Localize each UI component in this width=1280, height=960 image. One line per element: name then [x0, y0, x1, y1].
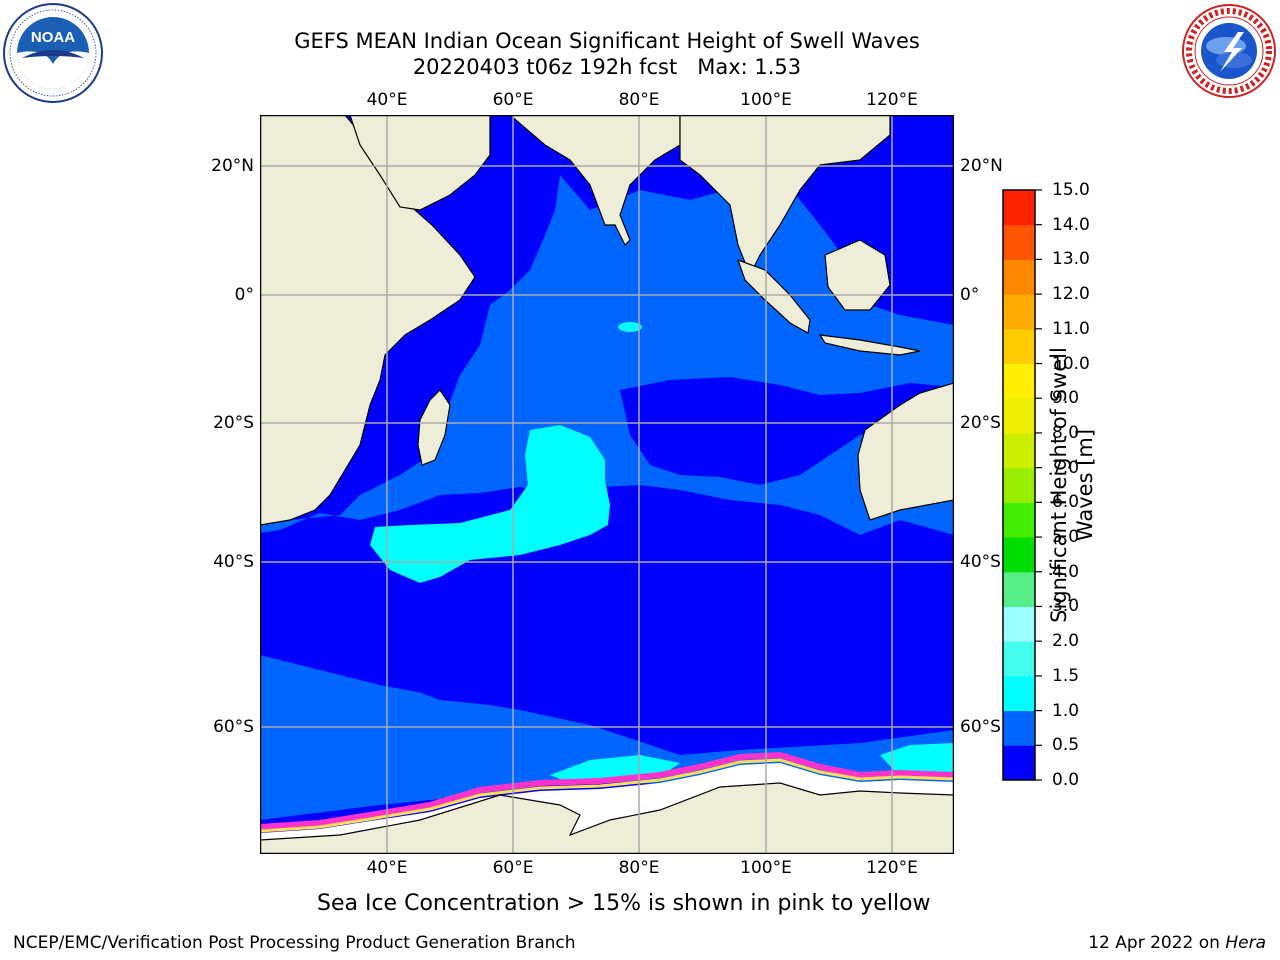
- colorbar-tick-label: 0.0: [1052, 770, 1080, 790]
- colorbar-tick-label: 5.0: [1052, 527, 1080, 548]
- map-frame: [260, 115, 954, 854]
- colorbar-tick-label: 14.0: [1052, 214, 1090, 235]
- colorbar-tick-label: 13.0: [1052, 249, 1090, 270]
- java-land: [818, 334, 921, 356]
- footer-left: NCEP/EMC/Verification Post Processing Pr…: [13, 933, 576, 953]
- colorbar-tick-label: 15.0: [1052, 180, 1090, 200]
- india-land: [509, 115, 681, 247]
- lon-tick-top: 80°E: [618, 90, 660, 110]
- lat-tick-right: 20°S: [960, 413, 1001, 433]
- sea-ice-edge: [260, 751, 954, 830]
- lon-tick-top: 120°E: [866, 90, 918, 110]
- lon-tick-top: 100°E: [740, 90, 792, 110]
- colorbar-tick-label: 6.0: [1052, 492, 1080, 513]
- colorbar: [1002, 189, 1042, 781]
- colorbar-tick-label: 9.0: [1052, 388, 1080, 409]
- footer-right: 12 Apr 2022 on Hera: [1088, 933, 1266, 953]
- graticule: [260, 115, 954, 854]
- arabia-land: [349, 115, 491, 211]
- noaa-logo-text: NOAA: [31, 29, 75, 46]
- lon-tick-bottom: 80°E: [618, 858, 660, 878]
- lat-tick-right: 40°S: [960, 552, 1001, 572]
- lon-tick-bottom: 60°E: [492, 858, 534, 878]
- colorbar-swatch: [1003, 675, 1035, 712]
- lon-tick-bottom: 120°E: [866, 858, 918, 878]
- colorbar-tick-label: 10.0: [1052, 353, 1090, 374]
- chart-subtitle: 20220403 t06z 192h fcst Max: 1.53: [412, 55, 802, 79]
- lat-tick-left: 60°S: [213, 717, 254, 737]
- colorbar-swatch: [1003, 363, 1035, 399]
- lat-tick-right: 20°N: [960, 156, 1003, 176]
- madagascar-land: [417, 389, 451, 466]
- colorbar-tick-label: 0.5: [1052, 735, 1080, 756]
- colorbar-tick-label: 8.0: [1052, 422, 1080, 443]
- map-panel: [260, 115, 954, 854]
- colorbar-swatch: [1003, 224, 1035, 260]
- colorbar-swatch: [1003, 432, 1035, 469]
- colorbar-tick-label: 3.0: [1052, 596, 1080, 617]
- lon-tick-top: 40°E: [366, 90, 408, 110]
- colorbar-swatch: [1003, 537, 1035, 573]
- australia-land: [857, 382, 954, 521]
- lon-tick-bottom: 40°E: [366, 858, 408, 878]
- lat-tick-left: 40°S: [213, 552, 254, 572]
- lat-tick-left: 20°S: [213, 413, 254, 433]
- southeast-asia-land: [679, 115, 891, 277]
- antarctica-land: [260, 782, 954, 854]
- swell-band-low-north: [620, 377, 954, 485]
- sea-ice-caption: Sea Ice Concentration > 15% is shown in …: [317, 891, 931, 916]
- colorbar-tick-label: 2.0: [1052, 631, 1080, 652]
- noaa-logo-icon: NOAA: [3, 3, 103, 103]
- nws-logo-icon: [1182, 4, 1276, 98]
- colorbar-swatch: [1003, 641, 1035, 677]
- swell-patch-high: [618, 322, 642, 332]
- colorbar-tick-label: 7.0: [1052, 457, 1080, 478]
- colorbar-swatch: [1003, 190, 1035, 226]
- footer-host: Hera: [1225, 933, 1266, 953]
- swell-band-low-south: [260, 585, 954, 750]
- lon-tick-top: 60°E: [492, 90, 534, 110]
- colorbar-label: Significant Height of Swell Waves [m]: [1047, 347, 1097, 623]
- colorbar-swatch: [1003, 398, 1035, 434]
- lon-tick-bottom: 100°E: [740, 858, 792, 878]
- swell-band-high: [370, 425, 610, 583]
- colorbar-swatch: [1003, 259, 1035, 295]
- colorbar-swatch: [1003, 745, 1035, 781]
- chart-title: GEFS MEAN Indian Ocean Significant Heigh…: [294, 29, 920, 53]
- footer-date: 12 Apr 2022 on: [1088, 933, 1226, 953]
- colorbar-swatch: [1003, 294, 1035, 330]
- colorbar-tick-label: 1.0: [1052, 700, 1080, 721]
- colorbar-swatch: [1003, 710, 1035, 746]
- lat-tick-right: 0°: [960, 285, 980, 305]
- colorbar-tick-label: 11.0: [1052, 318, 1090, 339]
- lat-tick-left: 0°: [234, 285, 254, 305]
- sumatra-land: [737, 258, 811, 334]
- sea-ice-edge-yellow: [260, 758, 954, 833]
- colorbar-swatch: [1003, 571, 1035, 607]
- colorbar-swatch: [1003, 328, 1035, 365]
- colorbar-tick-label: 12.0: [1052, 284, 1090, 305]
- colorbar-swatch: [1003, 502, 1035, 538]
- colorbar-swatch: [1003, 606, 1035, 642]
- colorbar-tick-label: 1.5: [1052, 665, 1080, 686]
- colorbar-tick-label: 4.0: [1052, 561, 1080, 582]
- borneo-land: [824, 239, 891, 311]
- lat-tick-right: 60°S: [960, 717, 1001, 737]
- lat-tick-left: 20°N: [211, 156, 254, 176]
- colorbar-swatch: [1003, 467, 1035, 503]
